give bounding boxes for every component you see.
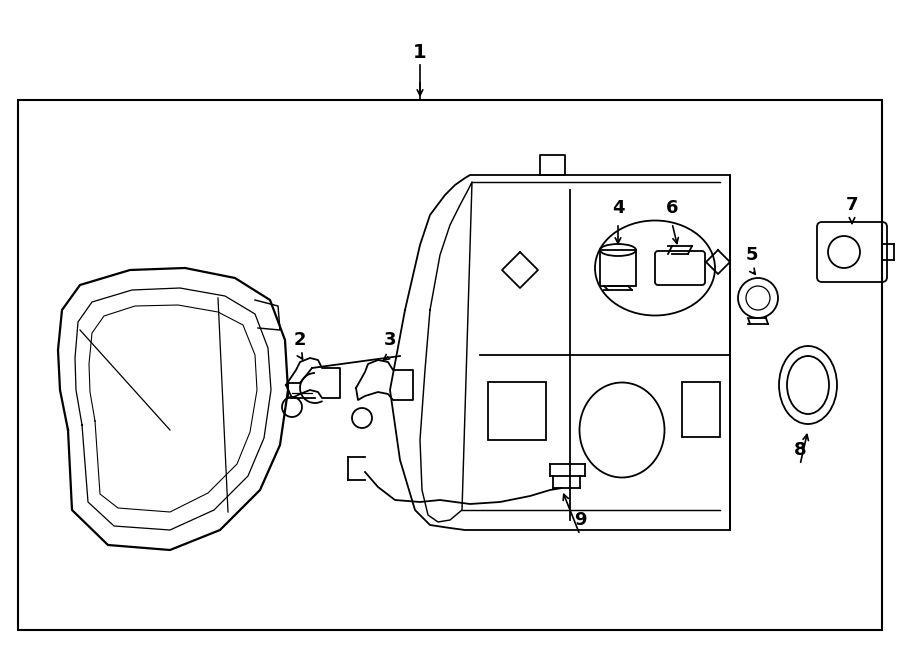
- Text: 5: 5: [746, 246, 758, 264]
- Bar: [18, 100, 882, 630]
- Bar: [682, 382, 720, 437]
- Text: 9: 9: [574, 511, 586, 529]
- Text: 2: 2: [293, 331, 306, 349]
- Text: 3: 3: [383, 331, 396, 349]
- Text: 1: 1: [413, 42, 427, 61]
- Text: 4: 4: [612, 199, 625, 217]
- Text: 7: 7: [846, 196, 859, 214]
- Bar: [488, 382, 546, 440]
- Text: 8: 8: [794, 441, 806, 459]
- Text: 6: 6: [666, 199, 679, 217]
- Bar: [600, 250, 636, 286]
